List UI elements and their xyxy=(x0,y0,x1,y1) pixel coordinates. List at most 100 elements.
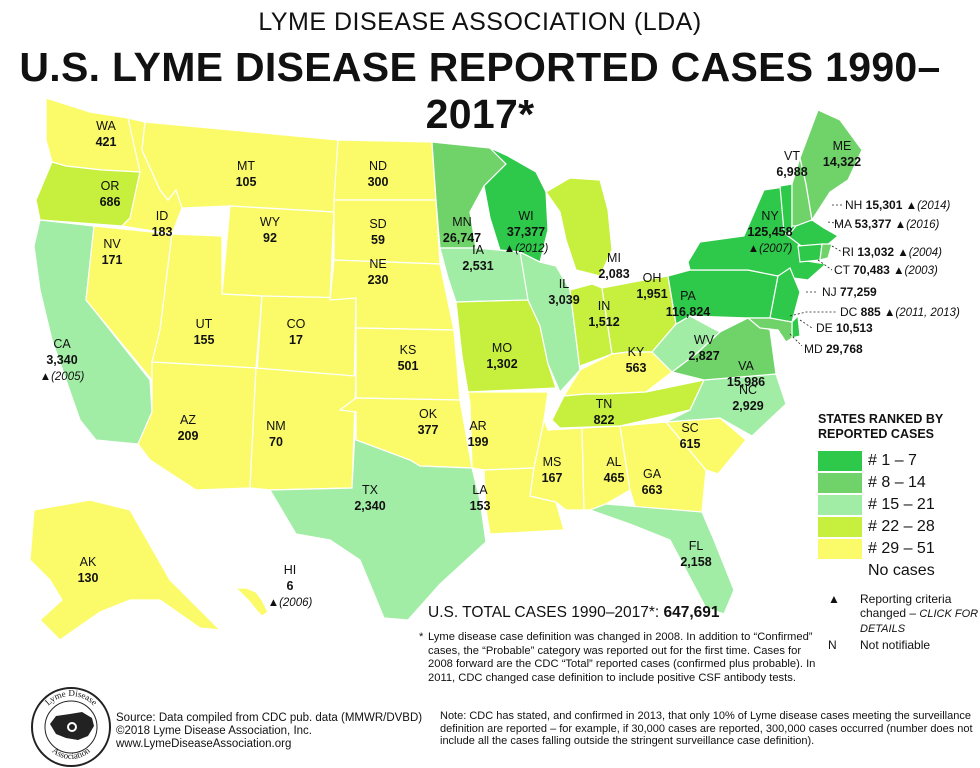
total-cases: U.S. TOTAL CASES 1990–2017*: 647,691 xyxy=(428,604,720,621)
state-value-ny: 125,458 xyxy=(747,225,792,239)
state-value-id: 183 xyxy=(152,225,173,239)
click-for-details-link[interactable]: CLICK FOR DETAILS xyxy=(860,608,979,635)
state-or[interactable] xyxy=(35,161,141,227)
state-label-vt: VT xyxy=(784,149,800,163)
state-fl[interactable] xyxy=(588,503,735,615)
state-ct[interactable] xyxy=(797,243,823,263)
website-link[interactable]: www.LymeDiseaseAssociation.org xyxy=(116,738,292,750)
state-value-ga: 663 xyxy=(642,483,663,497)
state-md[interactable] xyxy=(746,317,793,343)
legend-row-rank-22-28: # 22 – 28 xyxy=(818,516,968,538)
state-label-pa: PA xyxy=(680,289,696,303)
state-label-va: VA xyxy=(738,359,754,373)
state-label-sc: SC xyxy=(681,421,698,435)
state-il[interactable] xyxy=(519,250,581,394)
state-value-nv: 171 xyxy=(102,253,123,267)
state-label-ny: NY xyxy=(761,209,779,223)
state-value-ky: 563 xyxy=(626,361,647,375)
state-label-wv: WV xyxy=(694,333,715,347)
state-label-tx: TX xyxy=(362,483,379,497)
state-value-ok: 377 xyxy=(418,423,439,437)
state-value-al: 465 xyxy=(604,471,625,485)
svg-text:Association: Association xyxy=(50,745,92,761)
east-label-dc: DC 885 ▲(2011, 2013) xyxy=(840,305,960,319)
east-label-nh: NH 15,301 ▲(2014) xyxy=(845,198,951,212)
triangle-text: Reporting criteria changed – xyxy=(860,592,952,620)
state-label-oh: OH xyxy=(643,271,662,285)
state-ak[interactable] xyxy=(29,499,222,641)
state-label-ak: AK xyxy=(80,555,97,569)
n-symbol: N xyxy=(828,638,837,652)
state-me[interactable] xyxy=(799,109,863,222)
state-label-ga: GA xyxy=(643,467,662,481)
surveillance-note: Note: CDC has stated, and confirmed in 2… xyxy=(440,710,973,747)
state-value-mn: 26,747 xyxy=(443,231,481,245)
state-hi[interactable] xyxy=(234,587,269,617)
legend: STATES RANKED BY REPORTED CASES # 1 – 7 … xyxy=(818,412,968,582)
legend-swatch xyxy=(818,451,862,471)
triangle-icon: ▲ xyxy=(828,592,840,606)
state-value-wi: 37,377 xyxy=(507,225,545,239)
state-value-pa: 116,824 xyxy=(666,305,711,319)
state-value-ar: 199 xyxy=(468,435,489,449)
state-ut[interactable] xyxy=(151,233,263,369)
state-ri[interactable] xyxy=(819,243,833,261)
legend-swatch xyxy=(818,473,862,493)
state-label-il: IL xyxy=(559,277,569,291)
state-value-wa: 421 xyxy=(96,135,117,149)
source-credits: Source: Data compiled from CDC pub. data… xyxy=(116,712,423,750)
state-vt[interactable] xyxy=(779,183,793,238)
state-value-ms: 167 xyxy=(542,471,563,485)
state-label-mi: MI xyxy=(607,251,621,265)
state-note-wi: ▲(2012) xyxy=(504,243,549,255)
east-label-ma: MA 53,377 ▲(2016) xyxy=(834,217,940,231)
legend-swatch xyxy=(818,517,862,537)
state-sd[interactable] xyxy=(333,199,441,265)
state-value-tx: 2,340 xyxy=(354,499,385,513)
state-note-ca: ▲(2005) xyxy=(40,371,85,383)
state-label-mt: MT xyxy=(237,159,255,173)
state-az[interactable] xyxy=(137,361,257,491)
state-value-wy: 92 xyxy=(263,231,277,245)
legend-row-no-cases: No cases xyxy=(818,560,968,582)
state-value-ia: 2,531 xyxy=(462,259,493,273)
legend-row-rank-1-7: # 1 – 7 xyxy=(818,450,968,472)
state-nc[interactable] xyxy=(665,373,787,437)
state-value-sd: 59 xyxy=(371,233,385,247)
legend-row-rank-15-21: # 15 – 21 xyxy=(818,494,968,516)
state-label-ia: IA xyxy=(472,243,484,257)
state-value-mt: 105 xyxy=(236,175,257,189)
state-label-wa: WA xyxy=(96,119,116,133)
legend-swatch xyxy=(818,561,862,581)
state-label-ut: UT xyxy=(196,317,213,331)
state-value-il: 3,039 xyxy=(548,293,579,307)
legend-row-rank-29-51: # 29 – 51 xyxy=(818,538,968,560)
state-value-sc: 615 xyxy=(680,437,701,451)
state-value-mi: 2,083 xyxy=(598,267,629,281)
state-label-ca: CA xyxy=(53,337,71,351)
footnote: * Lyme disease case definition was chang… xyxy=(419,631,816,684)
state-value-me: 14,322 xyxy=(823,155,861,169)
state-value-wv: 2,827 xyxy=(688,349,719,363)
legend-row-rank-8-14: # 8 – 14 xyxy=(818,472,968,494)
state-label-al: AL xyxy=(606,455,621,469)
state-mi[interactable] xyxy=(545,177,613,277)
state-label-hi: HI xyxy=(284,563,297,577)
total-cases-value: 647,691 xyxy=(663,604,720,621)
state-label-ky: KY xyxy=(628,345,645,359)
state-label-mn: MN xyxy=(452,215,471,229)
state-value-ks: 501 xyxy=(398,359,419,373)
state-label-nd: ND xyxy=(369,159,387,173)
state-value-in: 1,512 xyxy=(588,315,619,329)
state-label-fl: FL xyxy=(689,539,704,553)
state-tx[interactable] xyxy=(268,411,487,621)
state-label-id: ID xyxy=(156,209,169,223)
state-label-nm: NM xyxy=(266,419,285,433)
state-label-wy: WY xyxy=(260,215,281,229)
state-value-ne: 230 xyxy=(368,273,389,287)
state-label-nv: NV xyxy=(103,237,121,251)
state-value-mo: 1,302 xyxy=(486,357,517,371)
state-value-nd: 300 xyxy=(368,175,389,189)
state-value-tn: 822 xyxy=(594,413,615,427)
